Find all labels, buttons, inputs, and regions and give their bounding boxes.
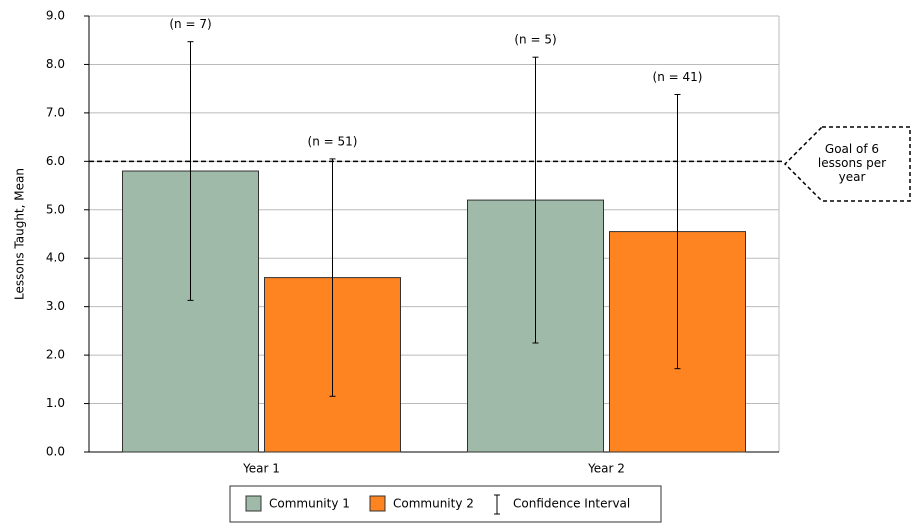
legend-swatch (369, 495, 386, 512)
y-tick-label: 7.0 (46, 105, 65, 119)
legend-swatch (245, 495, 262, 512)
y-tick-label: 6.0 (46, 154, 65, 168)
n-label: (n = 7) (169, 17, 211, 31)
goal-label: Goal of 6 lessons per year (817, 142, 887, 184)
y-tick-label: 4.0 (46, 251, 65, 265)
y-tick-label: 0.0 (46, 445, 65, 459)
goal-callout (783, 126, 911, 202)
n-label: (n = 51) (308, 134, 358, 148)
y-tick-label: 3.0 (46, 299, 65, 313)
legend-label: Community 1 (269, 497, 350, 511)
y-tick-label: 2.0 (46, 348, 65, 362)
y-axis-label: Lessons Taught, Mean (13, 168, 27, 300)
legend-label: Confidence Interval (513, 497, 630, 511)
x-tick-label: Year 1 (242, 462, 280, 476)
legend-label: Community 2 (393, 497, 474, 511)
y-tick-label: 8.0 (46, 57, 65, 71)
y-tick-label: 1.0 (46, 396, 65, 410)
legend-box (229, 485, 662, 523)
y-tick-label: 9.0 (46, 9, 65, 23)
n-label: (n = 41) (653, 70, 703, 84)
y-tick-label: 5.0 (46, 202, 65, 216)
x-tick-label: Year 2 (587, 462, 625, 476)
n-label: (n = 5) (514, 33, 556, 47)
